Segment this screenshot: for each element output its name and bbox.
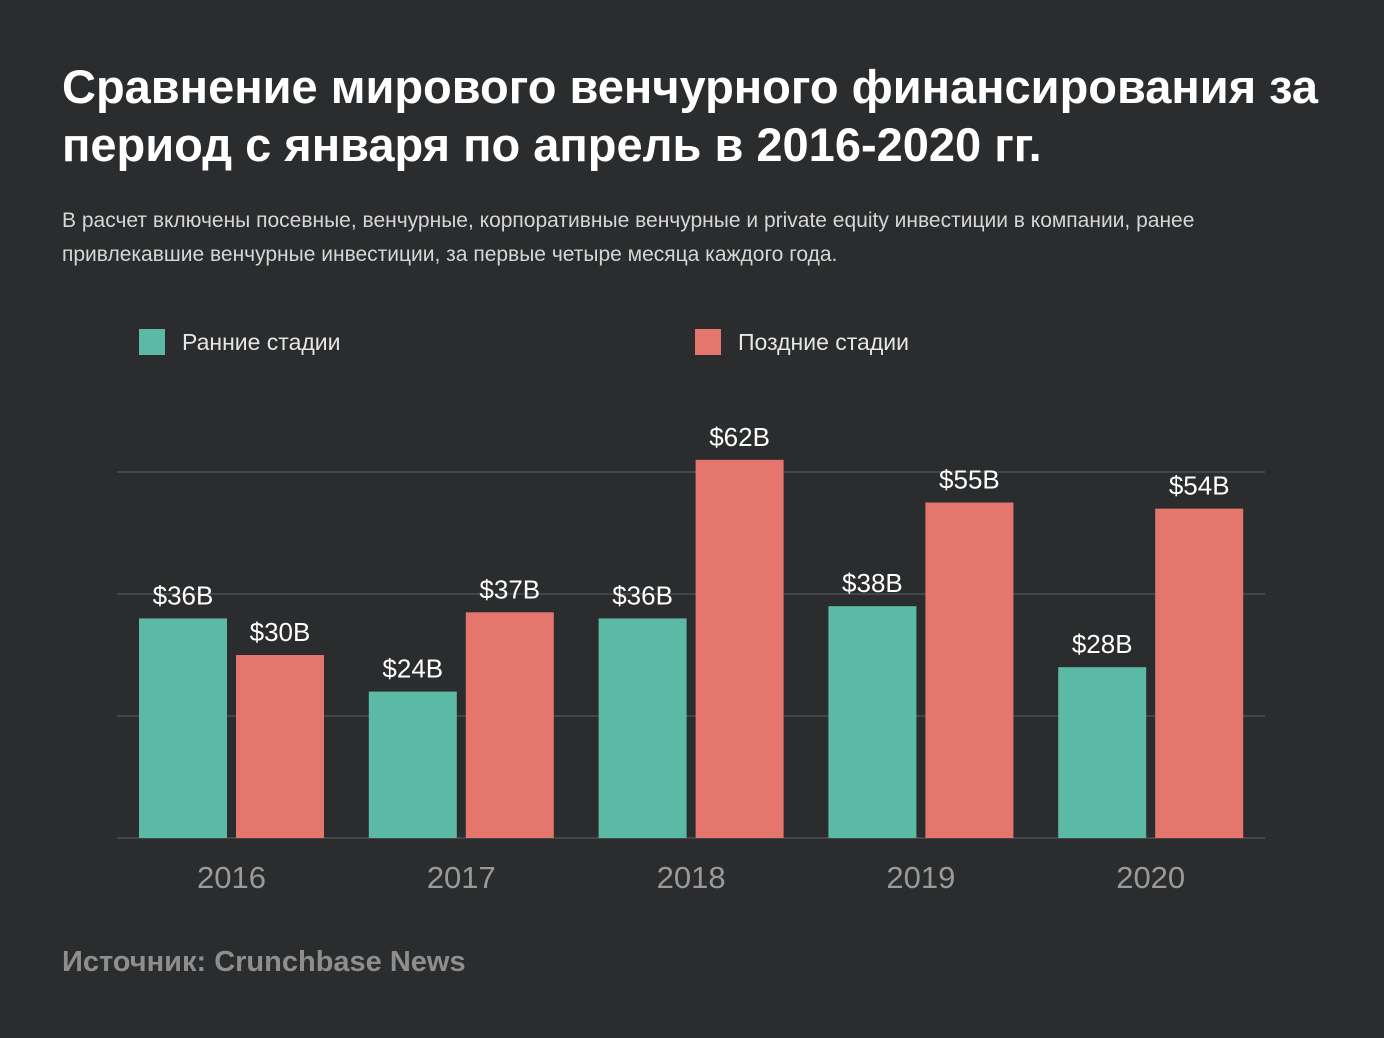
legend-swatch-late: [695, 329, 721, 355]
x-tick-label-2019: 2019: [886, 860, 955, 895]
bar-late-2019: [925, 502, 1014, 838]
bar-late-2018: [695, 459, 784, 838]
x-tick-label-2020: 2020: [1116, 860, 1185, 895]
bar-early-2017: [368, 691, 457, 838]
source-note: Источник: Crunchbase News: [62, 946, 466, 978]
x-tick-label-2017: 2017: [427, 860, 496, 895]
data-label-late-2019: $55B: [939, 465, 1000, 495]
bar-late-2020: [1155, 508, 1244, 838]
bar-early-2016: [139, 618, 227, 838]
legend-swatch-early: [139, 329, 165, 355]
data-label-early-2017: $24B: [382, 654, 443, 684]
x-tick-label-2018: 2018: [657, 860, 726, 895]
data-label-late-2018: $62B: [709, 422, 770, 452]
data-label-early-2016: $36B: [153, 580, 214, 610]
bar-early-2019: [828, 606, 917, 838]
chart-subtitle: В расчет включены посевные, венчурные, к…: [62, 209, 1195, 266]
data-label-early-2020: $28B: [1072, 629, 1133, 659]
legend-item-early: Ранние стадии: [139, 328, 340, 356]
legend-label-late: Поздние стадии: [738, 328, 909, 355]
chart-title: Сравнение мирового венчурного финансиров…: [62, 60, 1319, 171]
data-label-late-2017: $37B: [479, 574, 540, 604]
data-label-late-2020: $54B: [1169, 471, 1230, 501]
legend-label-early: Ранние стадии: [182, 328, 341, 355]
data-label-early-2018: $36B: [612, 580, 673, 610]
bar-late-2016: [236, 655, 324, 838]
legend-item-late: Поздние стадии: [695, 328, 909, 356]
bar-early-2018: [598, 618, 687, 838]
bar-late-2017: [465, 612, 554, 838]
bar-early-2020: [1058, 667, 1147, 838]
data-label-late-2016: $30B: [250, 617, 311, 647]
x-tick-label-2016: 2016: [197, 860, 266, 895]
data-label-early-2019: $38B: [842, 568, 903, 598]
